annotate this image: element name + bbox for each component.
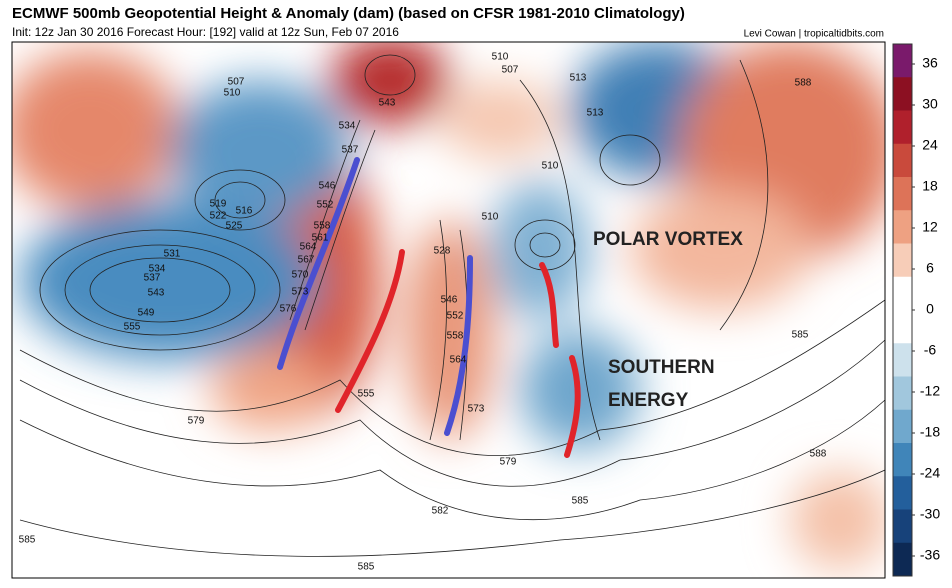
colorbar-segment xyxy=(893,509,912,544)
colorbar-segment xyxy=(893,542,912,577)
init-line: Init: 12z Jan 30 2016 Forecast Hour: [19… xyxy=(12,25,399,39)
red-ridge-line xyxy=(335,249,405,413)
contour-label: 537 xyxy=(144,273,161,284)
colorbar-tick-label: -30 xyxy=(920,506,940,522)
title: ECMWF 500mb Geopotential Height & Anomal… xyxy=(12,5,685,22)
contour-label: 510 xyxy=(224,88,241,99)
contour-label: 576 xyxy=(280,304,297,315)
contour-label: 585 xyxy=(358,562,375,573)
contour-label: 519 xyxy=(210,199,227,210)
colorbar-tick-label: 36 xyxy=(922,55,938,71)
colorbar-segment xyxy=(893,310,912,344)
contour-label: 507 xyxy=(228,77,245,88)
colorbar: 36 30 24 18 12 6 0 -6 -12 -18 -24 -30 -36 xyxy=(892,43,940,577)
contour-label: 555 xyxy=(124,322,141,333)
colorbar-segment xyxy=(893,44,912,78)
contour-label: 585 xyxy=(792,330,809,341)
colorbar-segment xyxy=(893,110,912,145)
contours xyxy=(19,54,885,557)
colorbar-tick-label: 12 xyxy=(922,219,938,235)
contour-label: 528 xyxy=(434,246,451,257)
contour-label: 570 xyxy=(292,270,309,281)
annotation: POLAR VORTEX xyxy=(593,229,743,250)
colorbar-tick-label: 30 xyxy=(922,96,938,112)
colorbar-segment xyxy=(893,177,912,211)
contour-label: 513 xyxy=(570,73,587,84)
contour-label: 516 xyxy=(236,206,253,217)
colorbar-tick-label: -6 xyxy=(924,342,937,358)
contour-label: 531 xyxy=(164,249,181,260)
contour-label: 564 xyxy=(300,242,317,253)
contour-label: 573 xyxy=(292,287,309,298)
contour-label: 537 xyxy=(342,145,359,156)
map: 5075105435375345465195165225255315345375… xyxy=(12,42,885,578)
colorbar-tick-label: -12 xyxy=(920,383,940,399)
red-ridge-line xyxy=(539,262,559,348)
annotation: SOUTHERN ENERGY xyxy=(608,357,715,411)
colorbar-segment xyxy=(893,143,912,178)
contour-label: 585 xyxy=(19,535,36,546)
contour-label: 534 xyxy=(149,264,166,275)
contour-label: 588 xyxy=(795,78,812,89)
contour-label: 567 xyxy=(298,255,315,266)
blue-trough-line xyxy=(444,255,473,436)
colorbar-tick-label: -24 xyxy=(920,465,940,481)
anomaly-shading xyxy=(12,42,885,570)
contour-label: 582 xyxy=(432,506,449,517)
contour-label: 558 xyxy=(314,221,331,232)
contour-label: 585 xyxy=(572,496,589,507)
colorbar-tick-label: 6 xyxy=(926,260,934,276)
credit: Levi Cowan | tropicaltidbits.com xyxy=(744,29,884,40)
contour-label: 561 xyxy=(312,233,329,244)
map-frame xyxy=(11,41,886,579)
contour-label: 555 xyxy=(358,389,375,400)
contour-label: 579 xyxy=(500,457,517,468)
contour-label: 564 xyxy=(450,355,467,366)
contour-label: 522 xyxy=(210,211,227,222)
colorbar-segment xyxy=(893,77,912,111)
contour-label: 552 xyxy=(317,200,334,211)
colorbar-segment xyxy=(893,409,912,444)
colorbar-segment xyxy=(893,376,912,411)
contour-label: 573 xyxy=(468,404,485,415)
contour-label: 534 xyxy=(339,121,356,132)
contour-label: 588 xyxy=(810,449,827,460)
contour-label: 543 xyxy=(379,98,396,109)
contour-label: 558 xyxy=(447,331,464,342)
red-ridge-line xyxy=(564,355,581,458)
blue-trough-line xyxy=(277,157,360,370)
contour-label: 525 xyxy=(226,221,243,232)
colorbar-segment xyxy=(893,243,912,278)
contour-label: 510 xyxy=(492,52,509,63)
contour-label: 507 xyxy=(502,65,519,76)
colorbar-segment xyxy=(893,276,912,311)
colorbar-segment xyxy=(893,476,912,510)
colorbar-tick-label: -36 xyxy=(920,547,940,563)
colorbar-tick-label: 0 xyxy=(926,301,934,317)
colorbar-segment xyxy=(893,210,912,244)
contour-label: 579 xyxy=(188,416,205,427)
colorbar-segment xyxy=(893,443,912,477)
colorbar-tick-label: 18 xyxy=(922,178,938,194)
contour-label: 546 xyxy=(319,181,336,192)
contour-label: 549 xyxy=(138,308,155,319)
colorbar-segment xyxy=(893,343,912,377)
colorbar-tick-label: -18 xyxy=(920,424,940,440)
contour-label: 543 xyxy=(148,288,165,299)
colorbar-tick-label: 24 xyxy=(922,137,938,153)
contour-label: 510 xyxy=(482,212,499,223)
drawn-lines xyxy=(277,157,581,458)
contour-label: 546 xyxy=(441,295,458,306)
contour-label: 510 xyxy=(542,161,559,172)
contour-label: 513 xyxy=(587,108,604,119)
contour-label: 552 xyxy=(447,311,464,322)
